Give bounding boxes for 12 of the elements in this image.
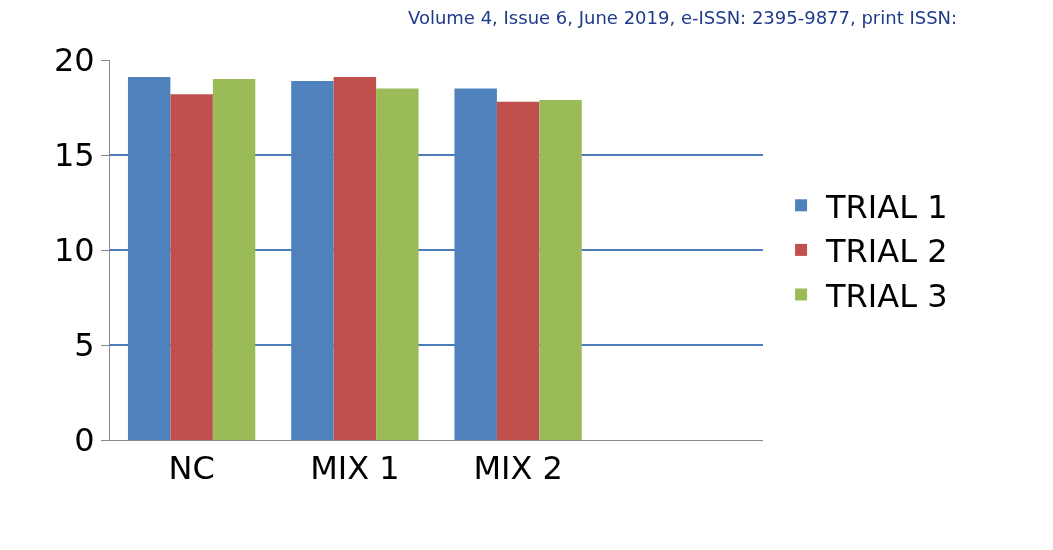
legend-label: TRIAL 3 <box>825 276 948 315</box>
x-tick-label: MIX 2 <box>473 449 563 488</box>
x-tick-label: MIX 1 <box>310 449 400 488</box>
x-tick-label: NC <box>168 449 215 488</box>
legend-label: TRIAL 2 <box>825 232 948 271</box>
y-tick-label: 5 <box>74 326 95 365</box>
legend-label: TRIAL 1 <box>825 187 948 226</box>
y-tick-label: 10 <box>53 231 95 270</box>
text: Volume 4, Issue 6, June 2019, e-ISSN: 2395-9877, print ISSN: <box>408 7 958 28</box>
y-tick-label: 0 <box>74 421 95 460</box>
y-tick-label: 15 <box>53 136 95 175</box>
y-tick-label: 20 <box>53 41 95 80</box>
